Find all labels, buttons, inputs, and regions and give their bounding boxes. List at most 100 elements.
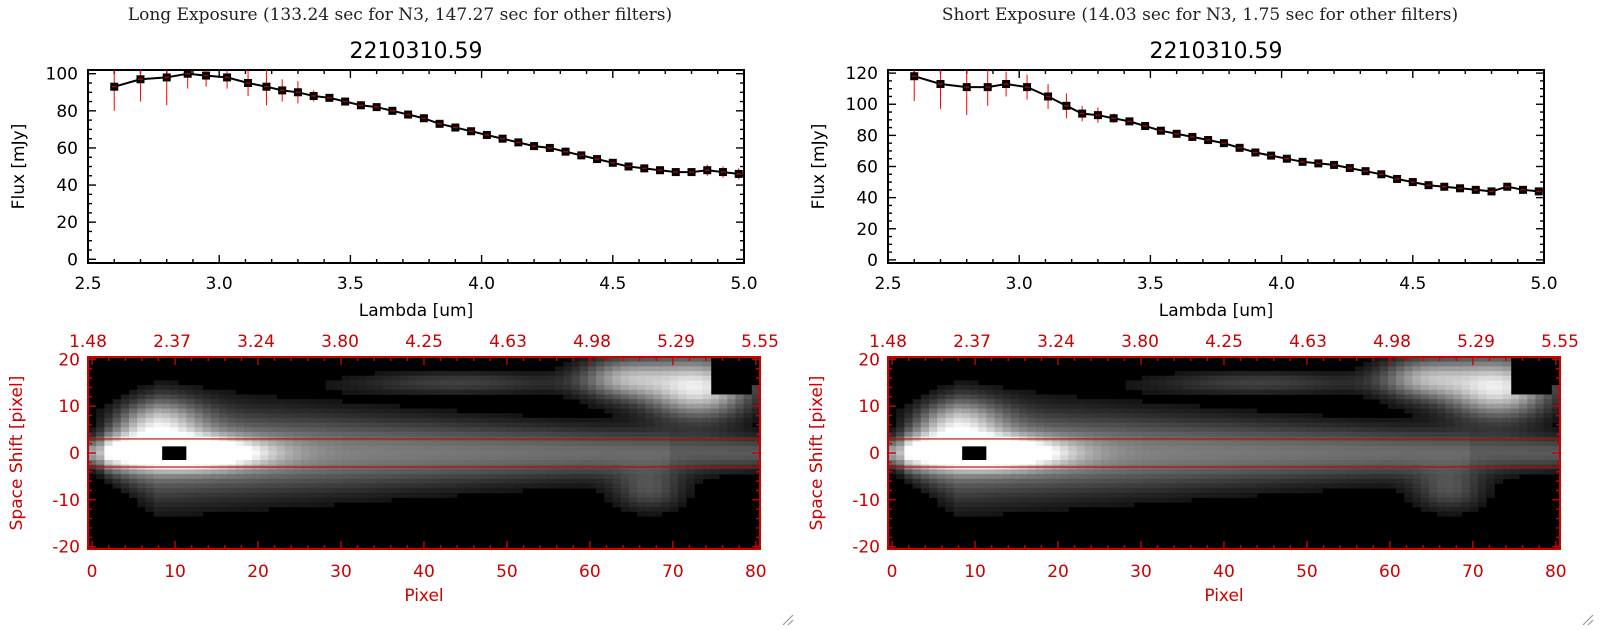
image-pixel xyxy=(235,474,245,480)
image-pixel xyxy=(243,413,253,419)
image-pixel xyxy=(169,511,179,517)
image-pixel xyxy=(1519,469,1528,475)
image-pixel xyxy=(579,366,589,372)
image-pixel xyxy=(1043,403,1053,409)
image-pixel xyxy=(530,380,540,386)
image-pixel xyxy=(1133,450,1143,456)
image-pixel xyxy=(1453,450,1463,456)
image-pixel xyxy=(1527,408,1536,414)
image-pixel xyxy=(424,460,433,466)
image-pixel xyxy=(178,408,187,414)
image-pixel xyxy=(912,445,922,452)
image-pixel xyxy=(120,455,130,461)
image-pixel xyxy=(366,474,376,480)
image-pixel xyxy=(260,431,269,438)
image-pixel xyxy=(1412,455,1422,461)
image-pixel xyxy=(1461,422,1471,428)
image-pixel xyxy=(1494,408,1504,414)
image-pixel xyxy=(1420,385,1430,391)
image-pixel xyxy=(120,431,130,438)
image-pixel xyxy=(945,408,954,414)
image-pixel xyxy=(1453,357,1463,363)
y-tick-label: 40 xyxy=(856,189,878,209)
image-pixel xyxy=(456,441,466,447)
image-pixel xyxy=(383,408,392,414)
image-pixel xyxy=(1158,408,1168,414)
image-pixel xyxy=(1019,422,1028,428)
image-pixel xyxy=(1084,427,1094,433)
image-pixel xyxy=(88,441,97,447)
image-pixel xyxy=(743,445,753,452)
image-pixel xyxy=(1191,389,1200,395)
image-pixel xyxy=(1322,450,1331,456)
image-pixel xyxy=(1453,488,1463,494)
image-pixel xyxy=(1019,460,1028,466)
image-pixel xyxy=(415,422,425,428)
image-pixel xyxy=(366,488,376,494)
image-pixel xyxy=(1084,413,1094,419)
image-pixel xyxy=(637,380,646,386)
image-pixel xyxy=(1101,469,1110,475)
image-pixel xyxy=(432,474,441,480)
image-pixel xyxy=(1428,506,1438,512)
image-pixel xyxy=(194,511,204,517)
image-pixel xyxy=(522,375,531,381)
image-pixel xyxy=(1420,460,1430,466)
image-pixel xyxy=(1232,474,1241,480)
image-pixel xyxy=(112,450,122,456)
image-pixel xyxy=(661,375,671,381)
image-pixel xyxy=(1355,417,1364,423)
image-pixel xyxy=(645,413,654,419)
image-pixel xyxy=(1297,445,1307,452)
pixel-tick-label: 20 xyxy=(247,562,269,582)
image-pixel xyxy=(366,445,376,452)
image-pixel xyxy=(243,478,253,484)
image-pixel xyxy=(120,399,130,405)
image-pixel xyxy=(137,474,146,480)
image-pixel xyxy=(366,455,376,461)
image-pixel xyxy=(186,403,195,409)
resize-grip-icon[interactable] xyxy=(1580,612,1594,626)
image-pixel xyxy=(896,460,905,466)
image-pixel xyxy=(399,474,409,480)
image-pixel xyxy=(260,506,269,512)
image-pixel xyxy=(1338,417,1348,423)
image-pixel xyxy=(1256,375,1266,381)
image-pixel xyxy=(1207,375,1217,381)
image-pixel xyxy=(153,385,163,391)
image-pixel xyxy=(161,399,171,405)
image-pixel xyxy=(563,385,572,391)
image-pixel xyxy=(1363,445,1372,452)
image-pixel xyxy=(1445,506,1454,512)
image-pixel xyxy=(1355,389,1364,395)
image-pixel xyxy=(489,413,499,419)
image-pixel xyxy=(1199,385,1209,391)
image-pixel xyxy=(1215,492,1225,498)
image-pixel xyxy=(374,469,384,475)
image-pixel xyxy=(563,417,572,423)
image-pixel xyxy=(1404,431,1413,438)
image-pixel xyxy=(1527,450,1536,456)
image-pixel xyxy=(1125,488,1135,494)
image-pixel xyxy=(1305,441,1315,447)
image-pixel xyxy=(1289,431,1299,438)
image-pixel xyxy=(153,474,163,480)
image-pixel xyxy=(194,483,204,489)
image-pixel xyxy=(366,441,376,447)
image-pixel xyxy=(1240,445,1249,452)
image-pixel xyxy=(1379,422,1389,428)
image-pixel xyxy=(292,441,302,447)
image-pixel xyxy=(194,422,204,428)
image-pixel xyxy=(719,394,728,400)
image-pixel xyxy=(309,441,318,447)
image-pixel xyxy=(1207,488,1217,494)
image-pixel xyxy=(1551,389,1561,395)
image-pixel xyxy=(161,385,171,391)
image-pixel xyxy=(596,450,605,456)
image-pixel xyxy=(1174,441,1184,447)
image-pixel xyxy=(579,478,589,484)
image-pixel xyxy=(202,417,212,423)
image-pixel xyxy=(1125,403,1135,409)
resize-grip-icon[interactable] xyxy=(780,612,794,626)
image-pixel xyxy=(1248,427,1258,433)
